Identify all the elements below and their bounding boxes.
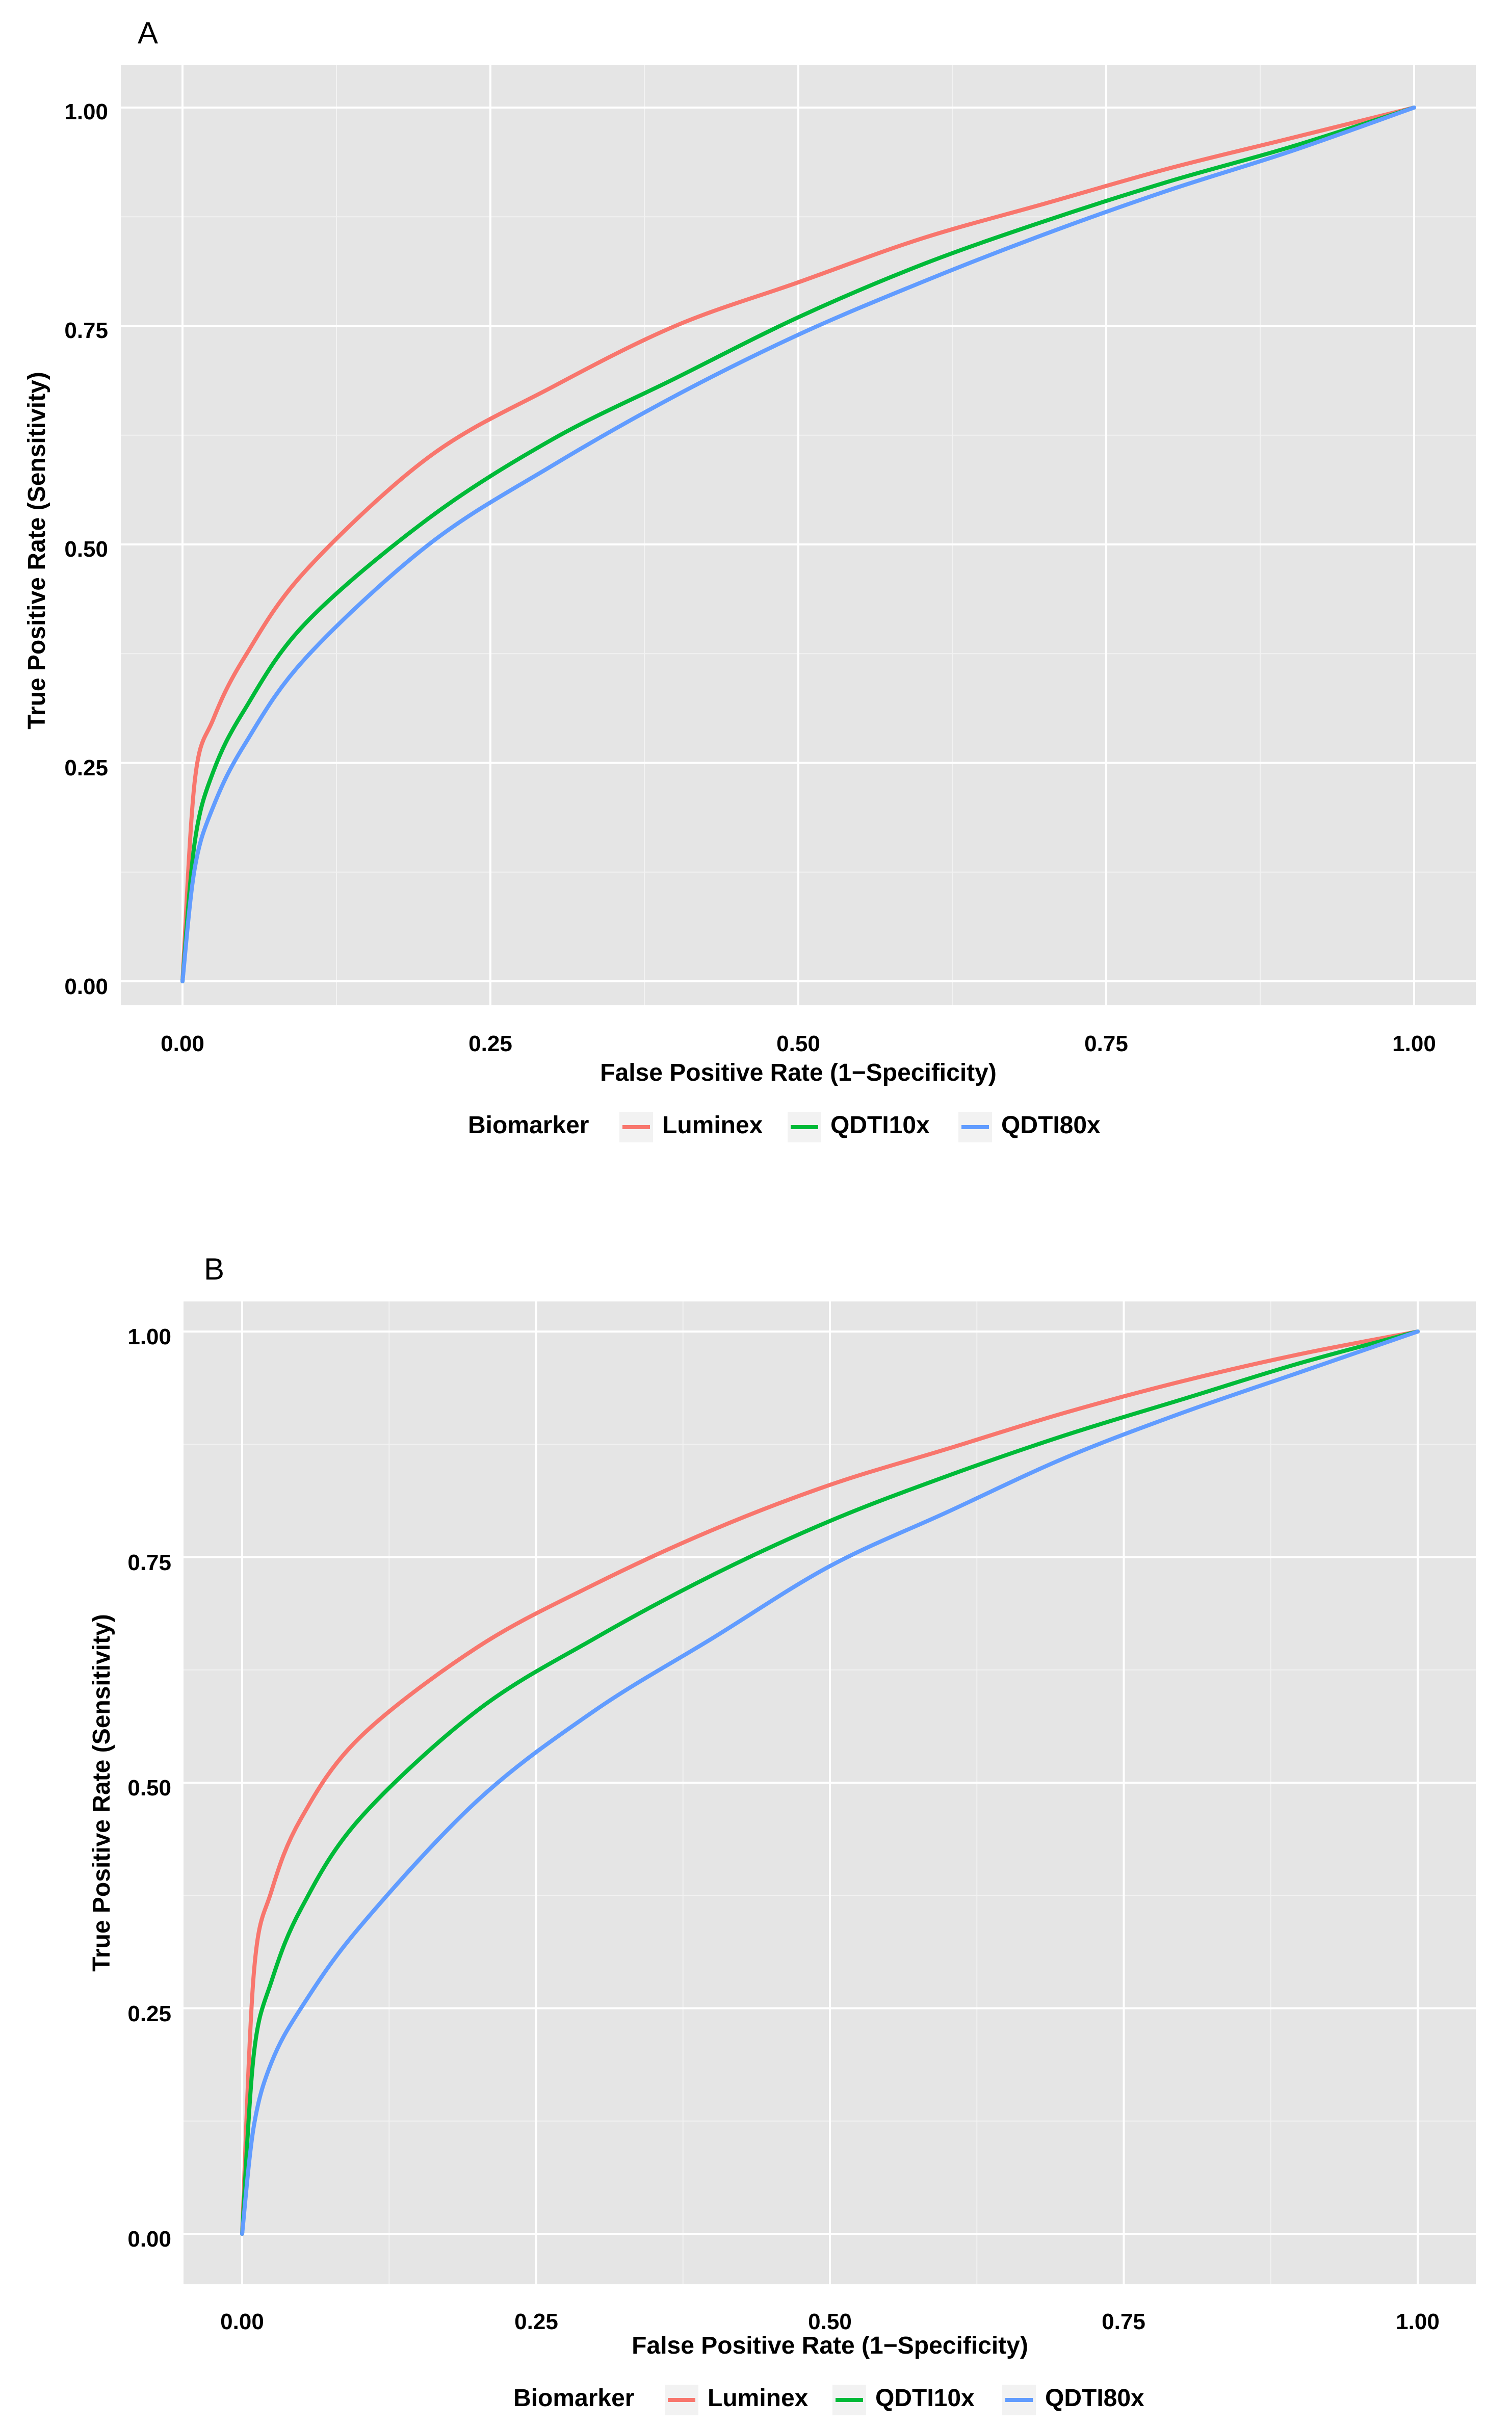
x-tick-label: 0.75 (1102, 2309, 1145, 2334)
legend-label: QDTI10x (830, 1112, 930, 1139)
x-tick-label: 0.50 (808, 2309, 852, 2334)
y-tick-label: 0.00 (64, 974, 108, 999)
major-gridlines-b (184, 1301, 1476, 2284)
series-line-qdti80x (180, 106, 1416, 983)
x-tick-label: 0.00 (161, 1031, 204, 1056)
legend-item-qdti80x: QDTI80x (1002, 2385, 1144, 2415)
x-axis-title: False Positive Rate (1−Specificity) (632, 2332, 1028, 2359)
y-axis-title: True Positive Rate (Sensitivity) (88, 1614, 115, 1972)
series-line-qdti10x (240, 1329, 1420, 2236)
y-tick-label: 1.00 (64, 99, 108, 124)
y-tick-label: 0.25 (127, 2001, 171, 2026)
chart-panel-a: A 0.00 0.25 0.50 0.75 1.00 0.00 0.25 0.5… (23, 16, 1476, 1142)
legend-label: QDTI80x (1001, 1112, 1101, 1139)
y-ticks-b: 0.00 0.25 0.50 0.75 1.00 (127, 1324, 171, 2252)
legend-label: Luminex (662, 1112, 763, 1139)
panel-letter-a: A (138, 16, 158, 50)
major-gridlines-a (121, 65, 1476, 1005)
x-tick-label: 1.00 (1396, 2309, 1440, 2334)
x-tick-label: 1.00 (1392, 1031, 1436, 1056)
series-line-qdti80x (240, 1329, 1420, 2236)
x-tick-label: 0.75 (1084, 1031, 1128, 1056)
legend-label: Luminex (708, 2385, 809, 2412)
legend-a: Biomarker Luminex QDTI10x QDTI80x (468, 1112, 1101, 1142)
legend-item-qdti80x: QDTI80x (958, 1112, 1101, 1142)
legend-item-luminex: Luminex (665, 2385, 809, 2415)
y-tick-label: 0.50 (127, 1776, 171, 1801)
legend-title: Biomarker (513, 2385, 634, 2412)
x-tick-label: 0.25 (468, 1031, 512, 1056)
y-tick-label: 0.75 (64, 318, 108, 343)
y-tick-label: 0.75 (127, 1550, 171, 1575)
legend-label: QDTI10x (875, 2385, 975, 2412)
series-lines-a (180, 106, 1416, 983)
x-tick-label: 0.00 (220, 2309, 264, 2334)
y-axis-title: True Positive Rate (Sensitivity) (23, 372, 50, 729)
series-line-qdti10x (180, 106, 1416, 983)
legend-b: Biomarker Luminex QDTI10x QDTI80x (513, 2385, 1144, 2415)
y-tick-label: 0.50 (64, 537, 108, 562)
chart-panel-b: B 0.00 0.25 0.50 0.75 1.00 0.00 0.25 0.5… (88, 1252, 1476, 2415)
legend-item-luminex: Luminex (619, 1112, 763, 1142)
legend-item-qdti10x: QDTI10x (788, 1112, 930, 1142)
x-axis-title: False Positive Rate (1−Specificity) (600, 1059, 997, 1086)
x-tick-label: 0.50 (776, 1031, 820, 1056)
x-tick-label: 0.25 (514, 2309, 558, 2334)
panel-letter-b: B (204, 1252, 224, 1286)
series-lines-b (240, 1329, 1420, 2236)
legend-label: QDTI80x (1045, 2385, 1144, 2412)
x-ticks-a: 0.00 0.25 0.50 0.75 1.00 (161, 1031, 1436, 1056)
legend-item-qdti10x: QDTI10x (832, 2385, 975, 2415)
y-ticks-a: 0.00 0.25 0.50 0.75 1.00 (64, 99, 108, 999)
series-line-luminex (180, 106, 1416, 983)
y-tick-label: 0.25 (64, 755, 108, 780)
x-ticks-b: 0.00 0.25 0.50 0.75 1.00 (220, 2309, 1440, 2334)
legend-title: Biomarker (468, 1112, 589, 1139)
y-tick-label: 1.00 (127, 1324, 171, 1349)
series-line-luminex (240, 1329, 1420, 2236)
y-tick-label: 0.00 (127, 2227, 171, 2252)
